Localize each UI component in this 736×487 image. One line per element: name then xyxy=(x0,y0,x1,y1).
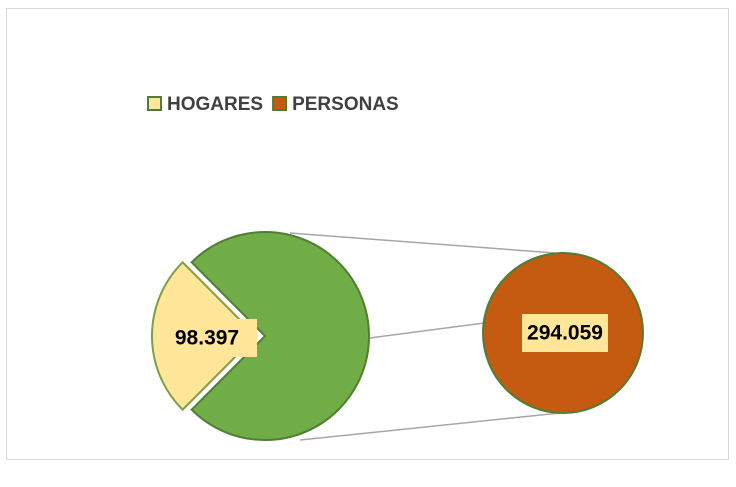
legend-label: HOGARES xyxy=(167,94,263,115)
chart-frame xyxy=(6,8,729,460)
data-label: 98.397 xyxy=(175,327,239,350)
data-label-box xyxy=(157,319,257,357)
legend-label: PERSONAS xyxy=(292,94,399,115)
connector-line xyxy=(289,232,556,254)
legend-swatch xyxy=(272,96,288,111)
data-label-box xyxy=(522,314,608,352)
legend-swatch xyxy=(147,96,162,111)
pie-slice xyxy=(190,231,370,441)
data-label: 294.059 xyxy=(527,322,603,345)
connector-line xyxy=(299,412,561,441)
